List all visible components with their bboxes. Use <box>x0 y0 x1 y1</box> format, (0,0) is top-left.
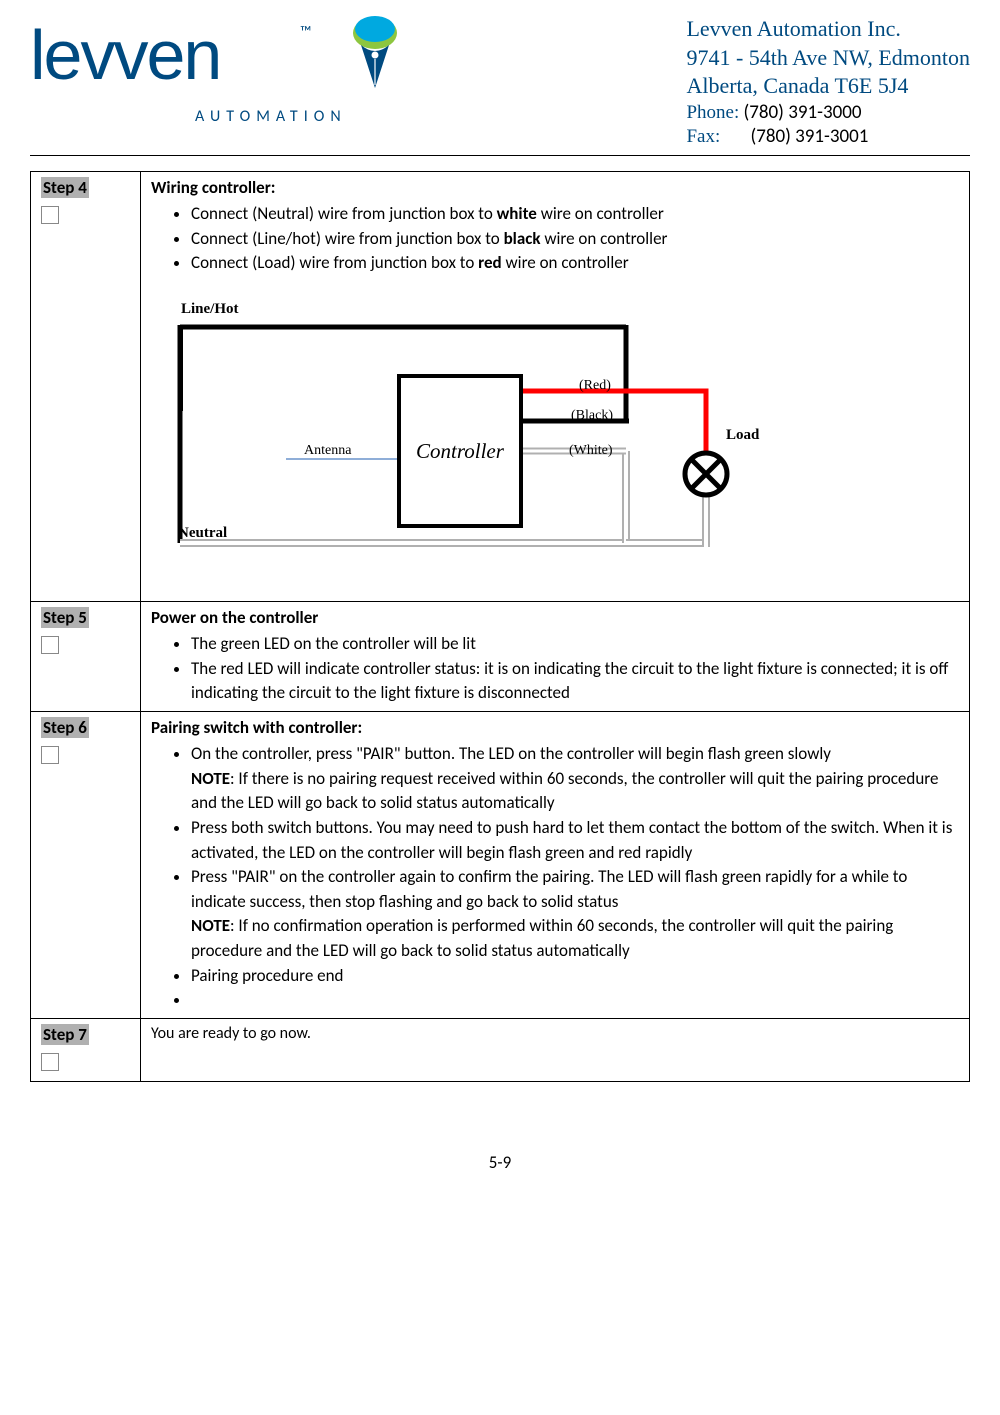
logo: levven ™ AUTOMATION <box>30 15 410 125</box>
step-6-list: On the controller, press "PAIR" button. … <box>191 742 959 1013</box>
logo-subtitle: AUTOMATION <box>195 107 347 126</box>
diagram-label-antenna: Antenna <box>304 443 352 458</box>
list-item: The red LED will indicate controller sta… <box>191 657 959 706</box>
steps-table: Step 4 Wiring controller: Connect (Neutr… <box>30 171 970 1082</box>
step-4-content: Wiring controller: Connect (Neutral) wir… <box>141 172 970 602</box>
list-item <box>191 988 959 1013</box>
step-5-label: Step 5 <box>41 607 89 628</box>
list-item: On the controller, press "PAIR" button. … <box>191 742 959 816</box>
list-item: Pairing procedure end <box>191 964 959 989</box>
fax-label: Fax: <box>686 125 750 150</box>
logo-area: levven ™ AUTOMATION <box>30 10 686 125</box>
step-7-content: You are ready to go now. <box>141 1019 970 1082</box>
step-label-cell: Step 7 <box>31 1019 141 1082</box>
trademark-icon: ™ <box>300 23 311 42</box>
list-item: Press "PAIR" on the controller again to … <box>191 865 959 964</box>
step-label-cell: Step 4 <box>31 172 141 602</box>
step-6-checkbox[interactable] <box>41 746 59 764</box>
pen-icon <box>345 15 405 90</box>
step-4-heading: Wiring controller: <box>151 177 959 198</box>
diagram-label-white: (White) <box>569 443 613 458</box>
step-5-content: Power on the controller The green LED on… <box>141 602 970 712</box>
phone-number: (780) 391-3000 <box>744 101 862 124</box>
step-7-text: You are ready to go now. <box>151 1024 311 1043</box>
step-label-cell: Step 5 <box>31 602 141 712</box>
step-4-list: Connect (Neutral) wire from junction box… <box>191 202 959 276</box>
step-5-heading: Power on the controller <box>151 607 959 628</box>
company-name: Levven Automation Inc. <box>686 15 970 44</box>
diagram-label-black: (Black) <box>571 408 613 423</box>
diagram-label-neutral: Neutral <box>178 525 227 541</box>
list-item: Connect (Line/hot) wire from junction bo… <box>191 227 959 252</box>
company-info: Levven Automation Inc. 9741 - 54th Ave N… <box>686 10 970 150</box>
list-item: Connect (Load) wire from junction box to… <box>191 251 959 276</box>
step-6-content: Pairing switch with controller: On the c… <box>141 712 970 1019</box>
list-item: The green LED on the controller will be … <box>191 632 959 657</box>
wiring-diagram: Line/Hot Neutral Antenna Controller (Red… <box>171 291 771 571</box>
step-5-checkbox[interactable] <box>41 636 59 654</box>
list-item: Connect (Neutral) wire from junction box… <box>191 202 959 227</box>
page-header: levven ™ AUTOMATION Levven Automation In… <box>30 10 970 156</box>
diagram-label-linehot: Line/Hot <box>181 301 239 317</box>
step-4-label: Step 4 <box>41 177 89 198</box>
address-line-1: 9741 - 54th Ave NW, Edmonton <box>686 44 970 73</box>
fax-number: (780) 391-3001 <box>750 125 868 150</box>
diagram-label-controller: Controller <box>416 439 505 463</box>
list-item: Press both switch buttons. You may need … <box>191 816 959 865</box>
step-label-cell: Step 6 <box>31 712 141 1019</box>
step-6-label: Step 6 <box>41 717 89 738</box>
step-5-list: The green LED on the controller will be … <box>191 632 959 706</box>
step-6-heading: Pairing switch with controller: <box>151 717 959 738</box>
step-4-checkbox[interactable] <box>41 206 59 224</box>
diagram-label-load: Load <box>726 427 760 443</box>
page-number: 5-9 <box>30 1152 970 1173</box>
address-line-2: Alberta, Canada T6E 5J4 <box>686 72 970 101</box>
phone-label: Phone: <box>686 102 739 123</box>
diagram-label-red: (Red) <box>579 378 611 393</box>
logo-text: levven <box>30 15 220 95</box>
step-7-label: Step 7 <box>41 1024 89 1045</box>
step-7-checkbox[interactable] <box>41 1053 59 1071</box>
